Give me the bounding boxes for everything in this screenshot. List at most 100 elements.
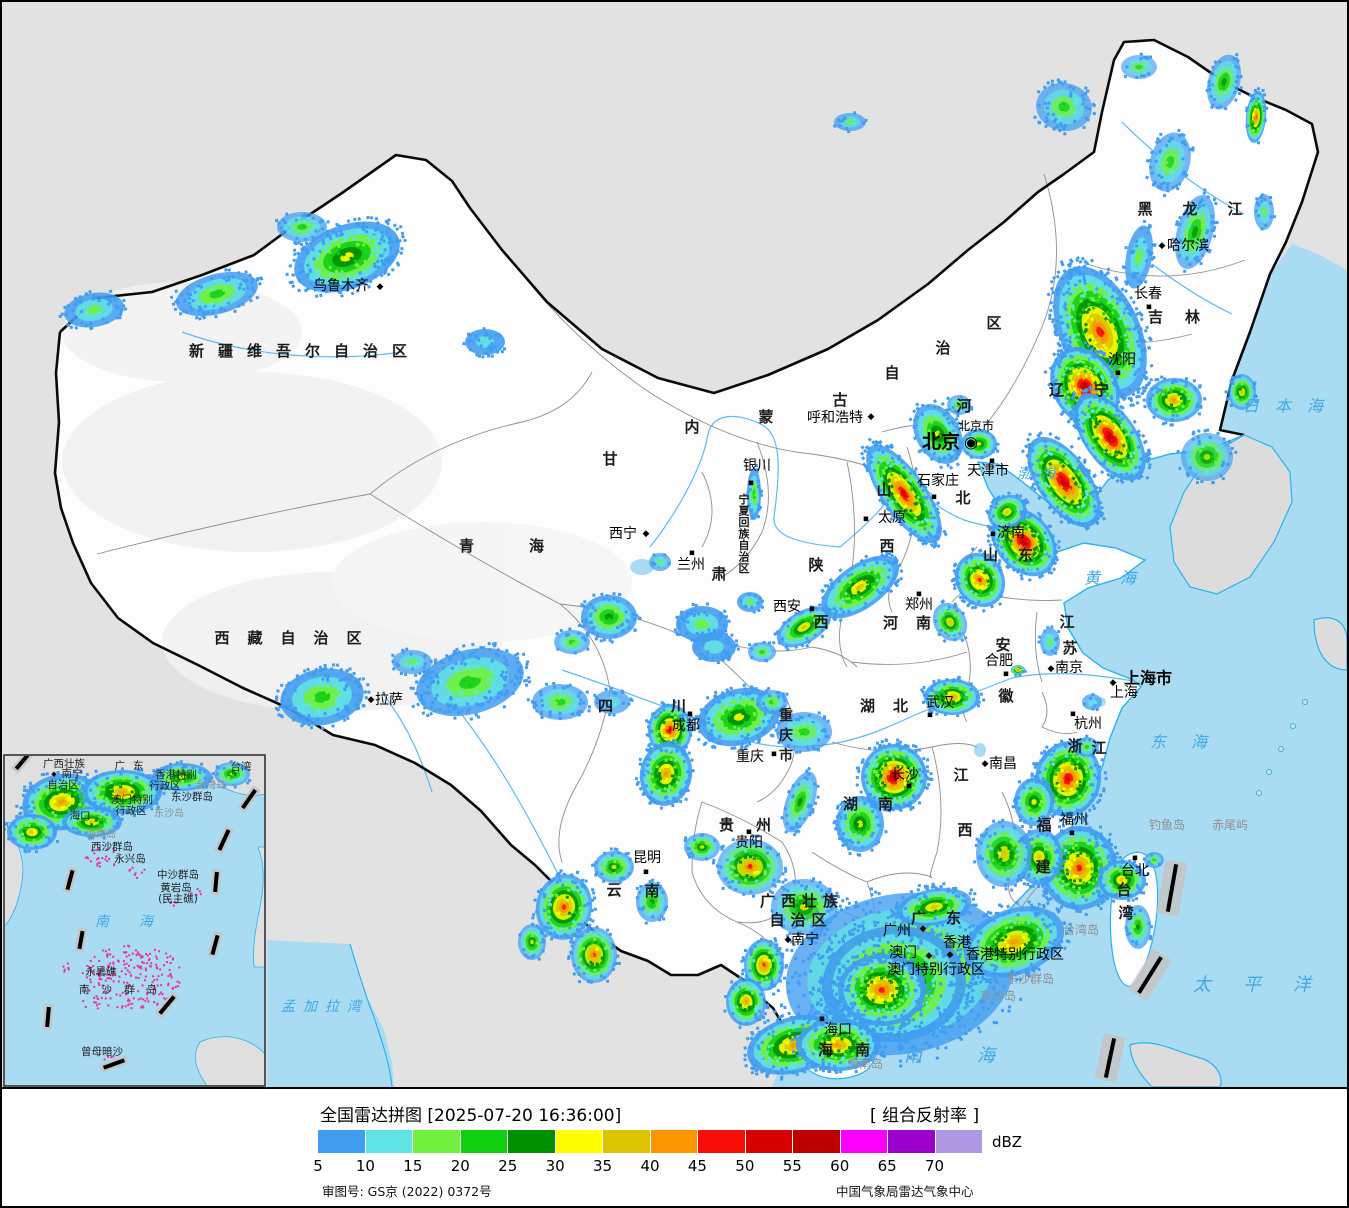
inset-philippines — [253, 846, 264, 968]
radar-echo-cluster — [691, 629, 740, 664]
dbz-color-segment — [460, 1130, 508, 1153]
radar-echo-cluster — [756, 690, 789, 716]
map-label: 合肥 — [985, 653, 1013, 669]
city-marker: ◆ — [785, 935, 792, 945]
map-label: 北 — [955, 489, 970, 507]
reef-marker — [128, 945, 131, 948]
map-label: 湖北 — [860, 697, 926, 715]
boundary-dash — [10, 756, 34, 775]
radar-echo-cluster — [889, 884, 978, 930]
boundary-dash — [62, 866, 78, 894]
reef-marker — [112, 848, 115, 851]
dbz-color-segment — [793, 1130, 841, 1153]
reef-marker — [88, 966, 91, 969]
map-label: 香港特别行政区 — [966, 947, 1064, 963]
reef-marker — [156, 1003, 159, 1006]
reef-marker — [104, 997, 107, 1000]
map-label: 甘 — [602, 450, 617, 468]
radar-echo-cluster — [946, 395, 974, 418]
reef-marker — [129, 868, 132, 871]
radar-echo-cluster — [959, 429, 1000, 460]
radar-echo-cluster — [1124, 905, 1153, 949]
city-marker: ■ — [748, 480, 754, 487]
reef-marker — [96, 997, 99, 1000]
reef-marker — [125, 993, 128, 996]
radar-echo-cluster — [771, 711, 832, 754]
city-marker: ■ — [819, 1016, 825, 1023]
reef-marker — [144, 979, 147, 982]
reef-marker — [155, 966, 158, 969]
radar-echo-cluster — [1033, 78, 1097, 136]
city-marker: ■ — [927, 712, 933, 719]
reef-marker — [148, 965, 151, 968]
reef-marker — [165, 961, 168, 964]
radar-echo-layer — [58, 52, 1276, 1081]
radar-echo-cluster — [649, 553, 671, 571]
map-label: 香港 — [943, 935, 971, 951]
reef-marker — [158, 993, 161, 996]
reef-marker — [97, 861, 100, 864]
reef-marker — [142, 1006, 145, 1009]
reef-marker — [124, 973, 127, 976]
reef-marker — [91, 849, 94, 852]
reef-marker — [127, 998, 130, 1001]
city-marker: ◆ — [1110, 678, 1117, 688]
radar-echo-cluster — [920, 675, 986, 718]
map-label: 青海 — [459, 537, 599, 555]
map-label: 南 — [644, 882, 659, 900]
reef-marker — [134, 872, 137, 875]
map-label: 孟加拉湾 — [281, 999, 369, 1015]
product-name-label: [ 组合反射率 ] — [870, 1106, 980, 1126]
agency-credit: 中国气象局雷达气象中心 — [836, 1184, 974, 1199]
reef-marker — [124, 967, 127, 970]
map-label: 自治区 — [47, 778, 79, 791]
reef-marker — [156, 984, 159, 987]
map-label: 台湾岛 — [196, 779, 226, 792]
reef-marker — [133, 966, 136, 969]
reef-marker — [116, 1006, 119, 1009]
reef-marker — [96, 864, 99, 867]
reef-marker — [123, 945, 126, 948]
reef-marker — [93, 985, 96, 988]
map-label: 天津市 — [967, 462, 1009, 479]
radar-echo-cluster — [526, 682, 591, 720]
city-marker: ◉ — [964, 433, 978, 452]
reef-marker — [135, 976, 138, 979]
reef-marker — [105, 855, 108, 858]
reef-marker — [190, 892, 193, 895]
reef-marker — [144, 975, 147, 978]
radar-echo-cluster — [391, 647, 433, 677]
map-label: 西 — [879, 537, 894, 555]
china-radar-map[interactable]: 新疆维吾尔自治区 西藏自治区 青海甘肃内蒙古自治区黑龙江 吉林 辽宁河北山西山东 河南江苏… — [2, 2, 1347, 1087]
reef-marker — [86, 856, 89, 859]
radar-echo-cluster — [1224, 374, 1258, 410]
reef-marker — [103, 1058, 106, 1061]
map-label: 山 — [876, 481, 891, 499]
map-label: 上海 — [1110, 685, 1138, 701]
map-label: 古 — [832, 391, 847, 409]
map-label: 澳门特别 — [111, 793, 153, 806]
reef-marker — [178, 981, 181, 984]
boundary-dash — [210, 868, 222, 896]
reef-marker — [169, 972, 172, 975]
reef-marker — [139, 954, 142, 957]
map-label: 中沙群岛 — [157, 868, 199, 881]
city-marker: ◆ — [1159, 241, 1166, 251]
radar-echo-cluster — [1245, 87, 1269, 145]
reef-marker — [161, 973, 164, 976]
radar-echo-cluster — [214, 760, 252, 789]
reef-marker — [145, 988, 148, 991]
reef-marker — [100, 996, 103, 999]
dbz-tick-value: 10 — [355, 1157, 375, 1175]
radar-echo-cluster — [813, 549, 904, 624]
city-marker: ■ — [771, 751, 777, 758]
reef-marker — [108, 948, 111, 951]
reef-marker — [87, 857, 90, 860]
map-label: 新疆维吾尔自治区 — [189, 342, 421, 360]
radar-echo-cluster — [5, 811, 60, 854]
map-label: 江 — [1059, 613, 1074, 631]
dbz-tick-value: 65 — [877, 1157, 897, 1175]
radar-echo-cluster — [780, 766, 820, 837]
